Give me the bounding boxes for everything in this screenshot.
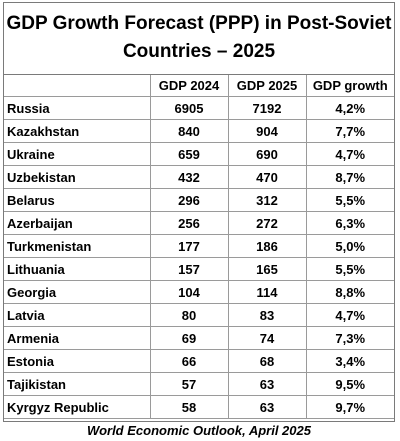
table-title: GDP Growth Forecast (PPP) in Post-Soviet… (4, 3, 394, 75)
title-line-1: GDP Growth Forecast (PPP) in Post-Soviet (4, 10, 394, 38)
cell-gdp-2025: 690 (228, 143, 306, 166)
cell-gdp-growth: 8,7% (306, 166, 394, 189)
cell-country: Kyrgyz Republic (4, 396, 150, 419)
cell-gdp-2024: 58 (150, 396, 228, 419)
cell-gdp-growth: 5,5% (306, 258, 394, 281)
cell-gdp-2024: 57 (150, 373, 228, 396)
cell-country: Belarus (4, 189, 150, 212)
cell-country: Lithuania (4, 258, 150, 281)
cell-gdp-growth: 4,7% (306, 304, 394, 327)
cell-country: Estonia (4, 350, 150, 373)
cell-gdp-growth: 8,8% (306, 281, 394, 304)
cell-gdp-2025: 312 (228, 189, 306, 212)
cell-gdp-2024: 66 (150, 350, 228, 373)
header-gdp-2025: GDP 2025 (228, 75, 306, 97)
header-gdp-growth: GDP growth (306, 75, 394, 97)
cell-gdp-2024: 659 (150, 143, 228, 166)
cell-country: Kazakhstan (4, 120, 150, 143)
header-gdp-2024: GDP 2024 (150, 75, 228, 97)
cell-gdp-2024: 157 (150, 258, 228, 281)
cell-gdp-growth: 4,7% (306, 143, 394, 166)
cell-gdp-2024: 80 (150, 304, 228, 327)
cell-gdp-2024: 104 (150, 281, 228, 304)
cell-gdp-2025: 83 (228, 304, 306, 327)
cell-gdp-growth: 5,5% (306, 189, 394, 212)
cell-gdp-2025: 272 (228, 212, 306, 235)
cell-gdp-2025: 165 (228, 258, 306, 281)
cell-gdp-2024: 177 (150, 235, 228, 258)
table-frame: GDP Growth Forecast (PPP) in Post-Soviet… (3, 2, 395, 422)
cell-gdp-growth: 3,4% (306, 350, 394, 373)
cell-gdp-2025: 63 (228, 396, 306, 419)
cell-gdp-2025: 7192 (228, 97, 306, 120)
cell-gdp-2025: 68 (228, 350, 306, 373)
cell-gdp-2025: 74 (228, 327, 306, 350)
cell-gdp-2024: 296 (150, 189, 228, 212)
cell-gdp-growth: 9,5% (306, 373, 394, 396)
cell-country: Latvia (4, 304, 150, 327)
cell-gdp-2025: 114 (228, 281, 306, 304)
cell-gdp-2024: 6905 (150, 97, 228, 120)
cell-gdp-2024: 256 (150, 212, 228, 235)
cell-gdp-2024: 840 (150, 120, 228, 143)
cell-gdp-2025: 470 (228, 166, 306, 189)
header-country (4, 75, 150, 97)
cell-gdp-growth: 6,3% (306, 212, 394, 235)
cell-gdp-growth: 9,7% (306, 396, 394, 419)
cell-gdp-2024: 432 (150, 166, 228, 189)
cell-country: Georgia (4, 281, 150, 304)
cell-gdp-growth: 7,7% (306, 120, 394, 143)
cell-country: Uzbekistan (4, 166, 150, 189)
cell-country: Turkmenistan (4, 235, 150, 258)
cell-gdp-2025: 63 (228, 373, 306, 396)
cell-gdp-2025: 186 (228, 235, 306, 258)
cell-gdp-growth: 4,2% (306, 97, 394, 120)
title-line-2: Countries – 2025 (4, 38, 394, 66)
header-row: GDP 2024 GDP 2025 GDP growth (4, 75, 394, 97)
cell-gdp-growth: 5,0% (306, 235, 394, 258)
source-note: World Economic Outlook, April 2025 (4, 419, 394, 441)
cell-gdp-2025: 904 (228, 120, 306, 143)
cell-country: Armenia (4, 327, 150, 350)
cell-gdp-2024: 69 (150, 327, 228, 350)
cell-gdp-growth: 7,3% (306, 327, 394, 350)
source-row: World Economic Outlook, April 2025 (4, 419, 394, 441)
cell-country: Russia (4, 97, 150, 120)
cell-country: Tajikistan (4, 373, 150, 396)
cell-country: Azerbaijan (4, 212, 150, 235)
cell-country: Ukraine (4, 143, 150, 166)
